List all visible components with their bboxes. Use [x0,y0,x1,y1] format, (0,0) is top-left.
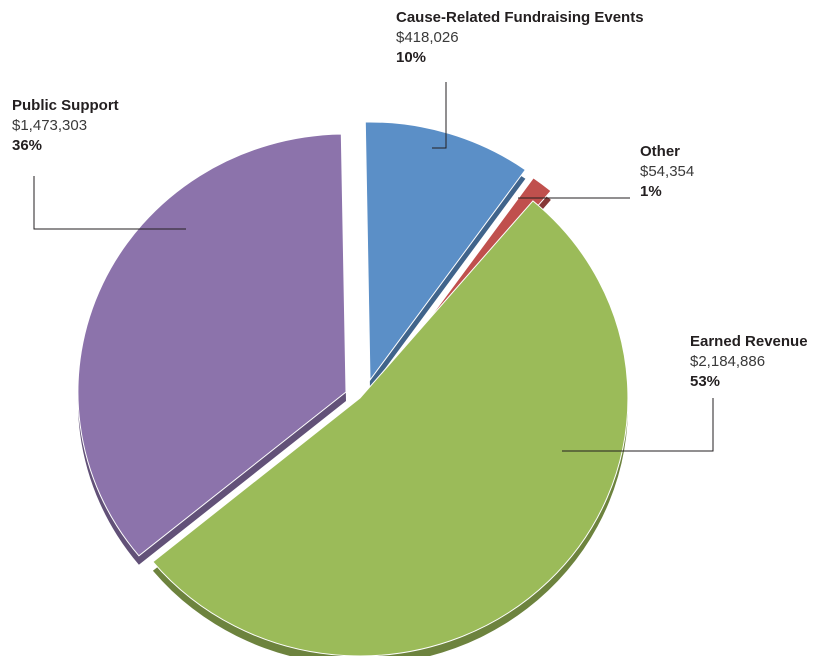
slice-label-events: Cause-Related Fundraising Events $418,02… [396,8,644,68]
slice-percent: 10% [396,49,427,66]
leader-line-public [33,176,186,230]
slice-name: Other [640,143,681,160]
slice-name: Public Support [12,97,119,114]
slice-amount: $2,184,886 [690,353,766,370]
slice-percent: 36% [12,137,43,154]
slice-name: Earned Revenue [690,333,808,350]
slice-percent: 53% [690,373,721,390]
leader-line-earned [562,398,714,452]
slice-amount: $54,354 [640,163,695,180]
slice-label-other: Other $54,354 1% [640,142,694,202]
leader-lines [33,82,714,452]
slice-label-public: Public Support $1,473,303 36% [12,96,119,156]
slice-amount: $1,473,303 [12,117,88,134]
slice-events [364,121,527,382]
pie-slices [77,121,629,656]
slice-name: Cause-Related Fundraising Events [396,9,644,26]
slice-public [77,133,347,557]
slice-earned [152,200,629,656]
slice-percent: 1% [640,183,662,200]
leader-line-events [432,82,447,149]
slice-label-earned: Earned Revenue $2,184,886 53% [690,332,808,392]
slice-amount: $418,026 [396,29,459,46]
